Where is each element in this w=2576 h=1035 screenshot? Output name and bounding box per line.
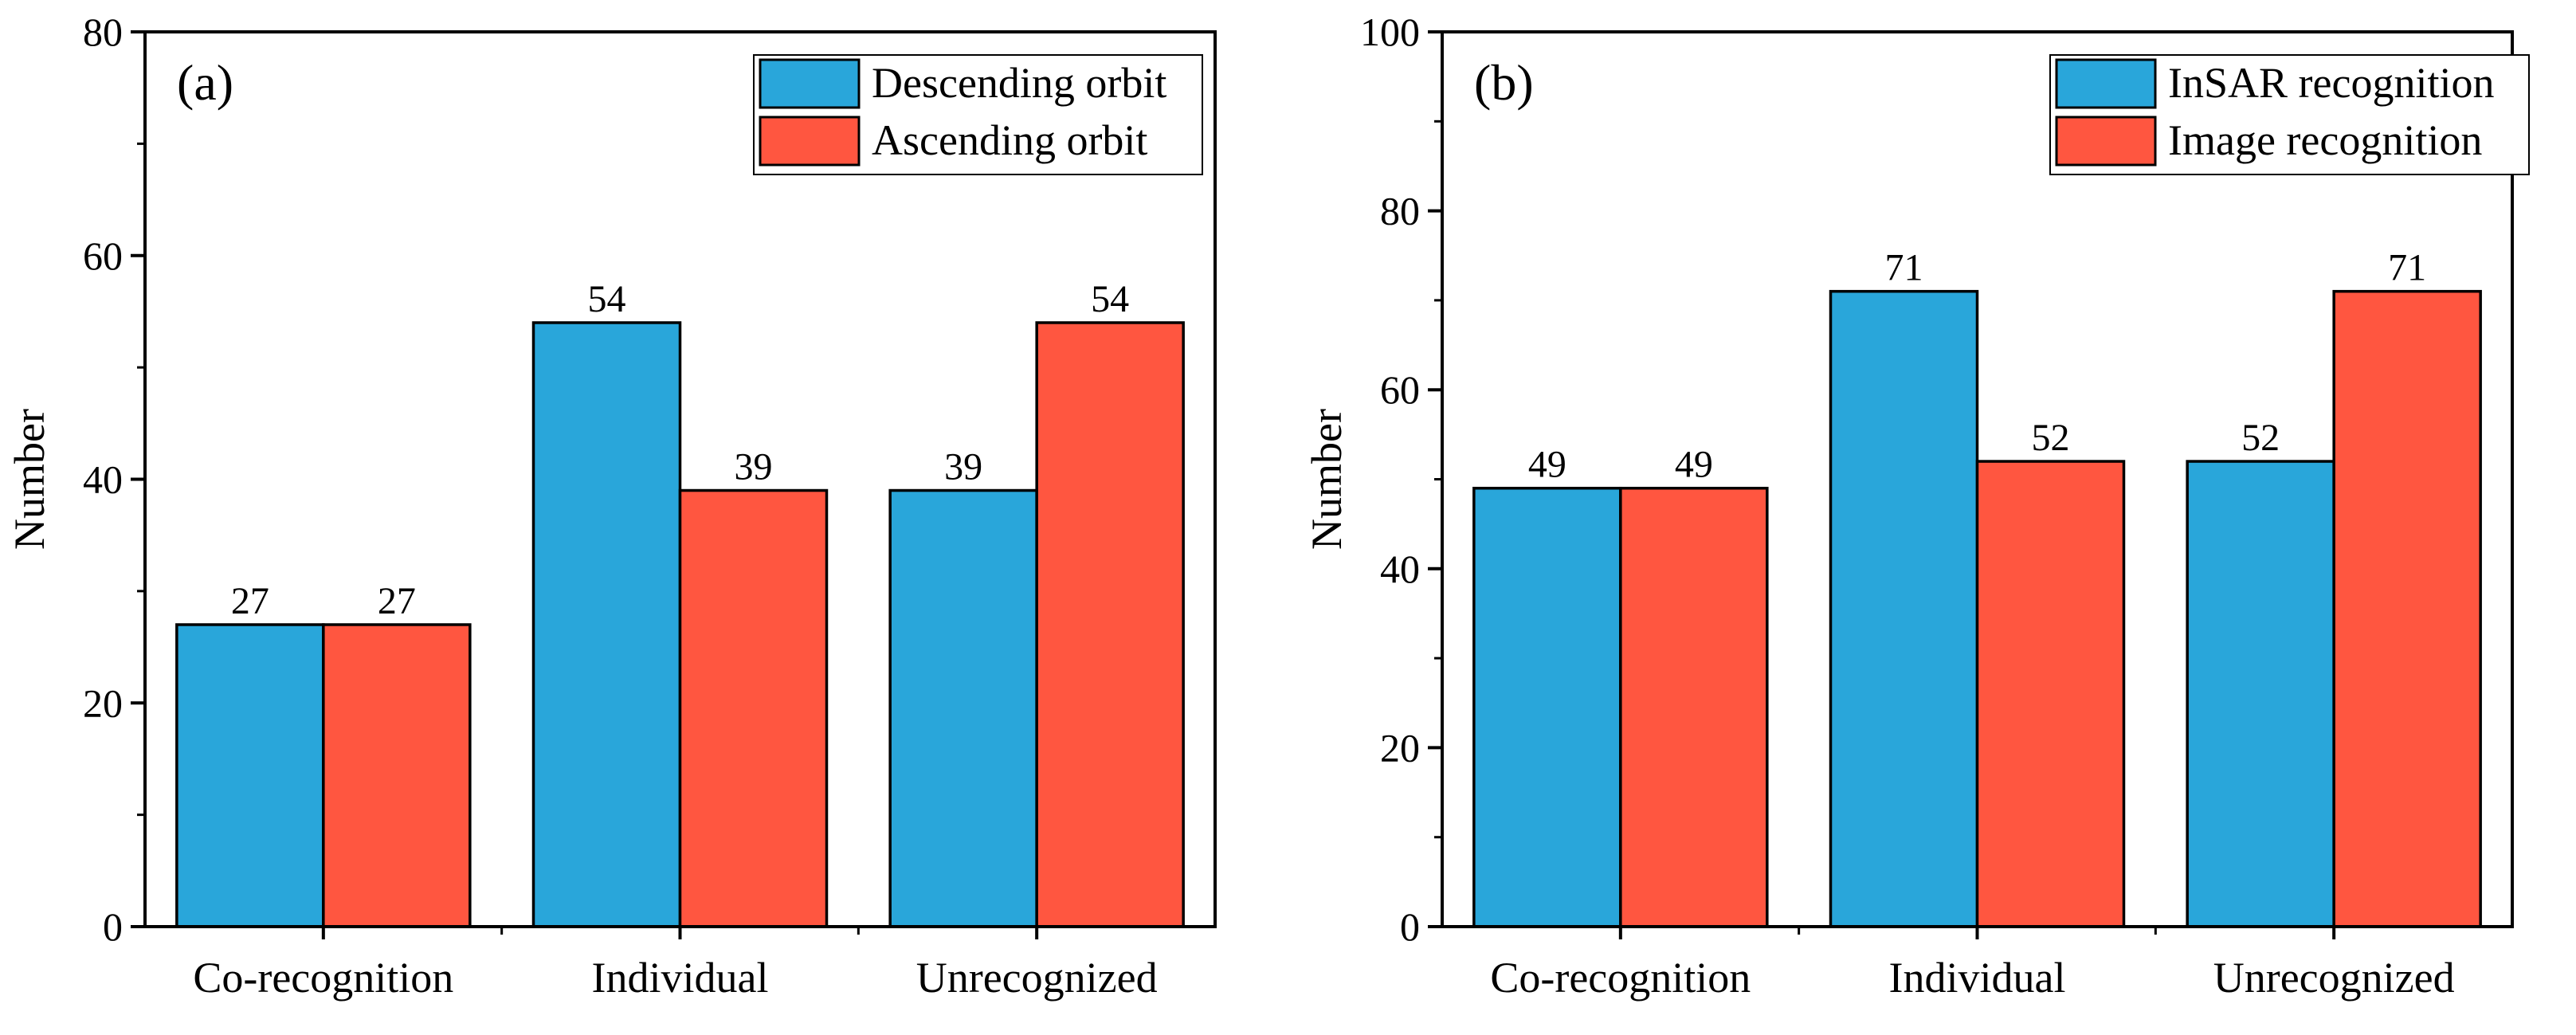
panel-label: (b) bbox=[1474, 54, 1534, 111]
y-tick-label: 100 bbox=[1360, 10, 1420, 54]
y-axis-title: Number bbox=[6, 409, 53, 550]
panel-b: 49 49 Co-recognition 71 52 Individual 52 71 Unre… bbox=[1303, 10, 2530, 1002]
data-label: 52 bbox=[2032, 417, 2070, 459]
legend-swatch bbox=[2055, 116, 2157, 167]
data-label: 39 bbox=[735, 446, 773, 488]
x-tick-label: Individual bbox=[1889, 954, 2066, 1002]
bar bbox=[1829, 289, 1979, 928]
bar bbox=[2332, 289, 2482, 928]
bar bbox=[1472, 486, 1622, 928]
data-label: 27 bbox=[231, 580, 269, 622]
x-tick-label: Unrecognized bbox=[916, 954, 1158, 1002]
legend-label: InSAR recognition bbox=[2168, 59, 2494, 107]
bar bbox=[1035, 321, 1185, 928]
y-tick-label: 80 bbox=[1380, 189, 1420, 233]
x-tick-label: Unrecognized bbox=[2213, 954, 2455, 1002]
data-label: 27 bbox=[378, 580, 416, 622]
x-tick-label: Individual bbox=[592, 954, 769, 1002]
bar bbox=[175, 623, 325, 928]
bar bbox=[1619, 486, 1769, 928]
data-label: 52 bbox=[2241, 417, 2280, 459]
bar bbox=[678, 488, 829, 928]
data-label: 71 bbox=[1885, 247, 1923, 289]
bar bbox=[322, 623, 472, 928]
data-label: 54 bbox=[588, 278, 626, 320]
y-axis-title: Number bbox=[1303, 409, 1351, 550]
x-tick-label: Co-recognition bbox=[193, 954, 453, 1002]
bar bbox=[888, 488, 1038, 928]
legend: Descending orbit Ascending orbit bbox=[753, 54, 1203, 175]
y-tick-label: 0 bbox=[103, 904, 123, 949]
panel-label: (a) bbox=[177, 54, 233, 111]
legend-label: Descending orbit bbox=[872, 59, 1166, 107]
x-tick-label: Co-recognition bbox=[1490, 954, 1751, 1002]
data-label: 39 bbox=[944, 446, 982, 488]
y-tick-label: 0 bbox=[1400, 904, 1420, 949]
y-tick-label: 40 bbox=[83, 457, 123, 502]
legend-swatch bbox=[759, 116, 861, 167]
y-tick-label: 60 bbox=[83, 233, 123, 278]
data-label: 49 bbox=[1675, 444, 1713, 486]
data-label: 49 bbox=[1528, 444, 1566, 486]
bar bbox=[2186, 460, 2335, 928]
y-tick-label: 20 bbox=[83, 680, 123, 725]
legend-swatch bbox=[2055, 58, 2157, 109]
data-label: 54 bbox=[1091, 278, 1129, 320]
y-tick-label: 20 bbox=[1380, 725, 1420, 770]
legend-label: Ascending orbit bbox=[872, 116, 1147, 164]
legend-swatch bbox=[759, 58, 861, 109]
legend-label: Image recognition bbox=[2168, 116, 2482, 164]
bar bbox=[531, 321, 682, 928]
y-tick-label: 40 bbox=[1380, 547, 1420, 591]
panel-a: 27 27 Co-recognition 54 39 Individual 39 54 Unre… bbox=[6, 10, 1217, 1002]
y-tick-label: 60 bbox=[1380, 367, 1420, 412]
legend: InSAR recognition Image recognition bbox=[2049, 54, 2530, 175]
data-label: 71 bbox=[2388, 247, 2426, 289]
bar bbox=[1975, 460, 2126, 928]
y-tick-label: 80 bbox=[83, 10, 123, 54]
